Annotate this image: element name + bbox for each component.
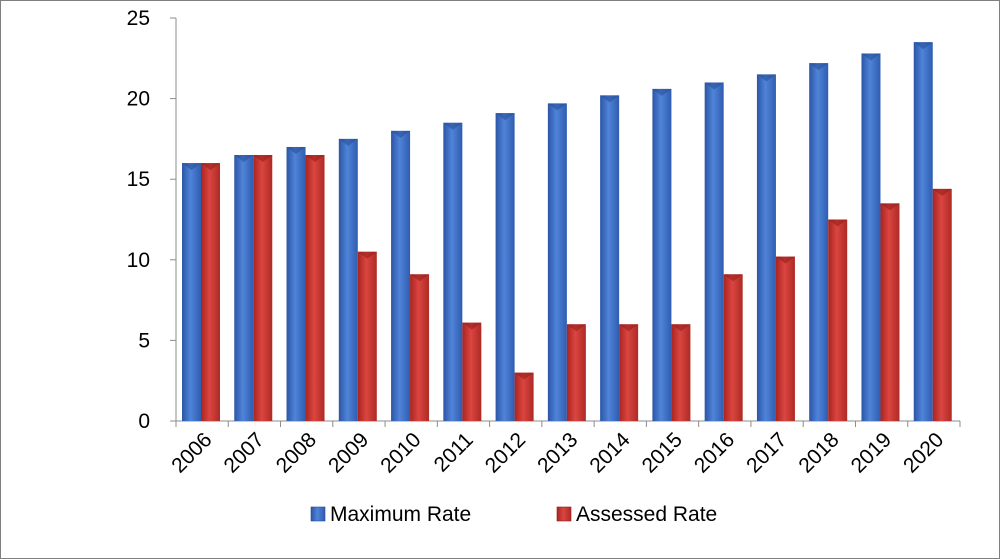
bar-cap bbox=[391, 130, 411, 138]
bar-cap bbox=[514, 372, 534, 380]
y-tick-label: 10 bbox=[127, 249, 150, 272]
bar-assessed-rate-2017 bbox=[775, 256, 795, 421]
bar-maximum-rate-2008 bbox=[286, 146, 306, 421]
legend-swatch-maximum-rate bbox=[310, 506, 326, 522]
bar-cap bbox=[861, 53, 881, 61]
bar-maximum-rate-2019 bbox=[861, 53, 881, 422]
bar-cap bbox=[338, 138, 358, 146]
x-tick-label: 2019 bbox=[847, 428, 896, 477]
bar-cap bbox=[809, 63, 829, 71]
bar-maximum-rate-2012 bbox=[495, 113, 515, 421]
x-tick-label: 2014 bbox=[585, 428, 635, 478]
bar-cap bbox=[443, 122, 463, 130]
bar-cap bbox=[652, 88, 672, 96]
y-tick-label: 5 bbox=[138, 329, 150, 352]
y-tick-label: 20 bbox=[127, 88, 150, 111]
bar-cap bbox=[913, 42, 933, 50]
bar-assessed-rate-2006 bbox=[201, 163, 220, 421]
bar-assessed-rate-2008 bbox=[305, 155, 325, 421]
bar-maximum-rate-2013 bbox=[547, 103, 567, 421]
bar-assessed-rate-2016 bbox=[723, 274, 743, 421]
bars bbox=[182, 42, 952, 422]
bar-cap bbox=[201, 163, 220, 171]
x-tick-label: 2017 bbox=[742, 428, 791, 477]
bar-cap bbox=[671, 324, 691, 332]
bar-assessed-rate-2014 bbox=[619, 324, 639, 421]
bar-cap bbox=[234, 155, 254, 163]
bar-maximum-rate-2018 bbox=[809, 63, 829, 422]
bar-assessed-rate-2019 bbox=[880, 203, 900, 421]
bar-maximum-rate-2015 bbox=[652, 88, 672, 421]
bar-cap bbox=[756, 74, 776, 82]
x-tick-label: 2012 bbox=[481, 428, 530, 477]
bar-cap bbox=[775, 256, 795, 264]
bar-maximum-rate-2009 bbox=[338, 138, 358, 421]
bar-cap bbox=[182, 163, 201, 171]
bar-cap bbox=[828, 219, 848, 227]
bar-assessed-rate-2015 bbox=[671, 324, 691, 421]
bar-assessed-rate-2013 bbox=[566, 324, 586, 421]
bar-maximum-rate-2020 bbox=[913, 42, 933, 422]
bar-maximum-rate-2006 bbox=[182, 163, 201, 421]
bar-maximum-rate-2017 bbox=[756, 74, 776, 422]
bar-assessed-rate-2018 bbox=[828, 219, 848, 421]
bar-cap bbox=[547, 103, 567, 111]
bar-maximum-rate-2014 bbox=[600, 95, 620, 421]
bar-cap bbox=[704, 82, 724, 90]
x-tick-label: 2006 bbox=[167, 428, 216, 477]
legend: Maximum Rate Assessed Rate bbox=[310, 503, 717, 526]
x-tick-label: 2008 bbox=[272, 428, 321, 477]
x-tick-label: 2020 bbox=[899, 428, 948, 477]
legend-label-assessed-rate: Assessed Rate bbox=[576, 503, 717, 526]
bar-cap bbox=[600, 95, 620, 103]
bar-cap bbox=[462, 322, 482, 330]
bar-cap bbox=[357, 251, 377, 259]
bar-assessed-rate-2011 bbox=[462, 322, 482, 421]
x-tick-label: 2010 bbox=[376, 428, 425, 477]
y-tick-label: 0 bbox=[138, 410, 150, 433]
legend-label-maximum-rate: Maximum Rate bbox=[330, 503, 471, 526]
bar-assessed-rate-2010 bbox=[410, 274, 430, 421]
y-tick-label: 25 bbox=[127, 7, 150, 30]
bar-assessed-rate-2012 bbox=[514, 372, 534, 421]
x-tick-label: 2015 bbox=[638, 428, 687, 477]
bar-cap bbox=[723, 274, 743, 282]
bar-cap bbox=[305, 155, 325, 163]
bar-assessed-rate-2007 bbox=[253, 155, 273, 421]
x-tick-label: 2011 bbox=[430, 428, 478, 476]
x-tick-label: 2016 bbox=[690, 428, 739, 477]
x-tick-label: 2013 bbox=[533, 428, 582, 477]
bar-maximum-rate-2011 bbox=[443, 122, 463, 421]
bar-cap bbox=[286, 146, 306, 154]
bar-cap bbox=[253, 155, 273, 163]
legend-swatch-assessed-rate bbox=[556, 506, 572, 522]
bar-cap bbox=[410, 274, 430, 282]
bar-cap bbox=[880, 203, 900, 211]
bar-cap bbox=[566, 324, 586, 332]
bar-assessed-rate-2009 bbox=[357, 251, 377, 421]
bar-cap bbox=[932, 188, 952, 196]
bar-cap bbox=[619, 324, 639, 332]
bar-maximum-rate-2016 bbox=[704, 82, 724, 421]
bar-maximum-rate-2007 bbox=[234, 155, 254, 421]
x-tick-label: 2009 bbox=[324, 428, 373, 477]
bar-maximum-rate-2010 bbox=[391, 130, 411, 421]
bar-cap bbox=[495, 113, 515, 121]
bar-assessed-rate-2020 bbox=[932, 188, 952, 421]
x-tick-label: 2018 bbox=[794, 428, 843, 477]
x-tick-label: 2007 bbox=[220, 428, 269, 477]
y-tick-label: 15 bbox=[127, 168, 150, 191]
